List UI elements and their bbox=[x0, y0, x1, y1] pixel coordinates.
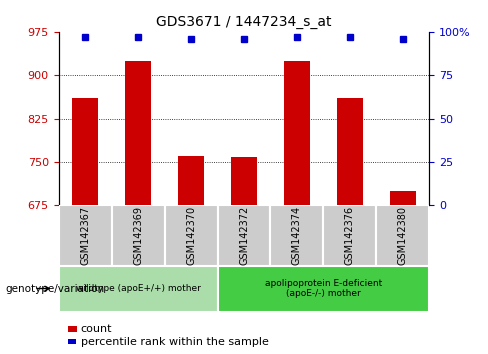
Bar bbox=[270, 205, 324, 266]
Bar bbox=[164, 205, 218, 266]
Bar bbox=[337, 98, 363, 205]
Text: apolipoprotein E-deficient
(apoE-/-) mother: apolipoprotein E-deficient (apoE-/-) mot… bbox=[265, 279, 382, 298]
Text: GSM142376: GSM142376 bbox=[345, 206, 355, 265]
Text: GSM142370: GSM142370 bbox=[186, 206, 196, 265]
Text: count: count bbox=[81, 324, 112, 334]
Bar bbox=[284, 61, 310, 205]
Bar bbox=[125, 61, 151, 205]
Bar bbox=[59, 205, 112, 266]
Text: GSM142367: GSM142367 bbox=[80, 206, 90, 265]
Bar bbox=[59, 266, 218, 312]
Bar bbox=[178, 156, 204, 205]
Text: wildtype (apoE+/+) mother: wildtype (apoE+/+) mother bbox=[76, 284, 201, 293]
Bar bbox=[324, 205, 376, 266]
Text: GSM142380: GSM142380 bbox=[398, 206, 408, 265]
Text: genotype/variation: genotype/variation bbox=[5, 284, 104, 293]
Bar bbox=[218, 266, 429, 312]
Bar bbox=[112, 205, 164, 266]
Text: GSM142372: GSM142372 bbox=[239, 206, 249, 265]
Bar bbox=[72, 98, 98, 205]
Bar bbox=[218, 205, 270, 266]
Text: GSM142374: GSM142374 bbox=[292, 206, 302, 265]
Text: GSM142369: GSM142369 bbox=[133, 206, 143, 265]
Title: GDS3671 / 1447234_s_at: GDS3671 / 1447234_s_at bbox=[156, 16, 332, 29]
Bar bbox=[231, 157, 257, 205]
Bar bbox=[376, 205, 429, 266]
Text: percentile rank within the sample: percentile rank within the sample bbox=[81, 337, 268, 347]
Bar bbox=[390, 191, 416, 205]
